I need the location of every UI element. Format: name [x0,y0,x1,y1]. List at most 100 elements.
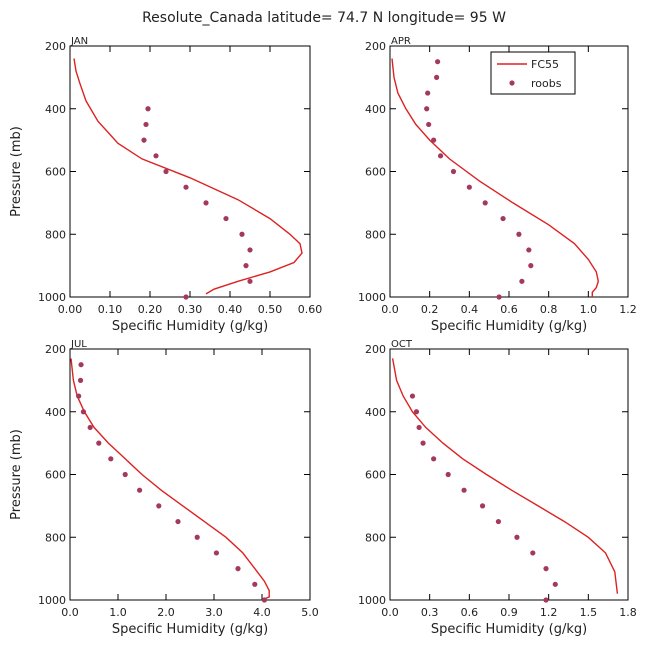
panel-jul: 0.0 1.0 2.0 3.0 4.0 5.0 200 400 600 800 1000 JUL Spe… [9,339,319,637]
panel-label: APR [391,36,411,47]
obs-point [420,440,426,446]
obs-point [194,534,200,540]
x-tick-label: 1.8 [619,606,637,619]
obs-point [519,278,525,284]
obs-point [108,456,114,462]
x-tick-label: 0.30 [178,303,203,316]
y-tick-label: 1000 [38,291,66,304]
obs-point [77,377,84,383]
series-line-fc55 [391,58,600,297]
obs-point [163,168,169,175]
x-tick-label: 0.0 [61,606,79,619]
obs-point [235,566,241,572]
x-tick-label: 5.0 [301,606,319,619]
obs-point [543,566,549,572]
y-tick-label: 400 [365,103,386,116]
figure-title: Resolute_Canada latitude= 74.7 N longitu… [142,10,506,26]
x-tick-label: 0.20 [138,303,163,316]
obs-point [96,440,102,446]
obs-point [435,59,441,65]
panel-jan: 0.00 0.10 0.20 0.30 0.40 0.50 0.60 200 400 600 800… [9,36,322,334]
obs-point [514,534,520,540]
y-tick-label: 600 [45,469,66,482]
obs-point [413,409,420,415]
obs-point [526,247,532,253]
obs-point [543,597,549,603]
obs-point [183,184,189,190]
x-tick-label: 0.40 [218,303,243,316]
obs-point [223,215,229,222]
obs-point [496,294,502,300]
obs-point [243,263,249,269]
obs-point [78,362,84,368]
obs-point [479,503,486,509]
x-tick-label: 0.6 [500,303,518,316]
y-tick-label: 1000 [38,594,66,607]
y-tick-label: 600 [45,166,66,179]
x-tick-label: 0.50 [258,303,283,316]
x-tick-label: 0.4 [461,303,479,316]
obs-point [175,518,181,525]
x-tick-label: 3.0 [205,606,223,619]
obs-point [461,487,467,493]
obs-point [261,597,267,603]
obs-point [122,471,128,478]
obs-point [239,231,245,237]
obs-point [80,409,87,415]
x-tick-label: 0.00 [58,303,83,316]
y-tick-label: 1000 [358,291,386,304]
y-axis-label: Pressure (mb) [9,126,24,217]
y-tick-label: 600 [365,469,386,482]
y-tick-label: 1000 [358,594,386,607]
series-line-fc55 [70,358,270,601]
obs-point [203,200,209,206]
x-tick-label: 1.5 [580,606,598,619]
obs-point [495,518,502,525]
plot-frame [69,348,311,601]
y-tick-label: 200 [365,343,386,356]
panel-label: OCT [391,339,413,350]
obs-point [409,393,416,399]
obs-point [426,121,432,128]
obs-point [252,581,258,587]
obs-point [431,137,437,143]
obs-point [76,393,82,399]
obs-point [450,168,457,175]
obs-point [425,90,431,96]
x-tick-label: 1.0 [580,303,598,316]
x-tick-label: 0.60 [298,303,323,316]
x-tick-label: 1.2 [540,606,558,619]
x-tick-label: 0.8 [540,303,558,316]
x-axis-label: Specific Humidity (g/kg) [112,319,268,334]
panel-label: JAN [70,36,88,47]
series-line-fc55 [391,358,619,594]
legend-point-swatch [509,80,515,86]
obs-point [424,106,430,112]
obs-point [530,550,536,556]
legend-model-label: FC55 [531,58,559,71]
y-tick-label: 800 [45,531,66,544]
x-axis-label: Specific Humidity (g/kg) [112,622,268,637]
x-tick-label: 2.0 [157,606,175,619]
y-tick-label: 200 [45,40,66,53]
obs-point [141,137,147,143]
x-tick-label: 0.9 [500,606,518,619]
y-tick-label: 400 [45,406,66,419]
obs-point [445,471,451,478]
x-tick-label: 0.2 [421,303,439,316]
obs-point [516,231,522,237]
y-tick-label: 200 [45,343,66,356]
y-tick-label: 400 [45,103,66,116]
y-tick-label: 800 [365,228,386,241]
x-tick-label: 0.0 [381,303,399,316]
obs-point [247,247,253,253]
series-line-fc55 [73,58,303,295]
y-tick-label: 400 [365,406,386,419]
x-tick-label: 0.0 [381,606,399,619]
panel-oct: 0.0 0.3 0.6 0.9 1.2 1.5 1.8 200 400 600 800 1000 OCT… [358,339,637,637]
x-tick-label: 0.3 [421,606,439,619]
obs-point [482,200,488,206]
legend: FC55 roobs [490,51,576,95]
x-tick-label: 0.10 [98,303,123,316]
